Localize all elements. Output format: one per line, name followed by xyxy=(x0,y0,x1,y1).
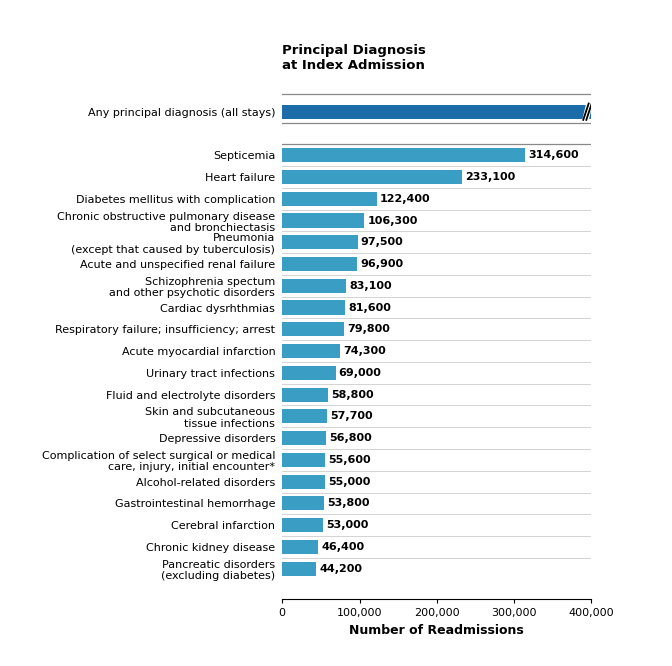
Bar xyxy=(282,496,324,511)
Bar xyxy=(282,213,364,228)
Bar xyxy=(282,475,325,489)
Text: 58,800: 58,800 xyxy=(331,390,374,400)
Text: 233,100: 233,100 xyxy=(466,172,515,182)
Bar xyxy=(282,518,323,532)
X-axis label: Number of Readmissions: Number of Readmissions xyxy=(349,624,524,637)
Text: 122,400: 122,400 xyxy=(380,194,431,204)
Text: 56,800: 56,800 xyxy=(329,433,372,443)
Bar xyxy=(282,453,325,467)
Text: 81,600: 81,600 xyxy=(348,302,391,312)
Text: 44,200: 44,200 xyxy=(319,563,362,573)
Text: 55,600: 55,600 xyxy=(329,455,371,465)
Bar xyxy=(282,192,377,206)
Bar xyxy=(282,366,335,380)
Bar xyxy=(282,235,358,249)
Bar xyxy=(282,388,328,402)
Text: 46,400: 46,400 xyxy=(321,542,364,552)
Bar xyxy=(282,431,326,445)
Bar xyxy=(282,344,339,358)
Bar xyxy=(282,257,357,271)
Text: 69,000: 69,000 xyxy=(339,368,382,378)
Text: Principal Diagnosis
at Index Admission: Principal Diagnosis at Index Admission xyxy=(282,44,426,72)
Text: 97,500: 97,500 xyxy=(361,237,403,247)
Bar xyxy=(282,279,347,293)
Bar xyxy=(282,148,526,163)
Text: 74,300: 74,300 xyxy=(343,346,386,356)
Text: 106,300: 106,300 xyxy=(368,216,418,226)
Text: 83,100: 83,100 xyxy=(349,281,392,291)
Bar xyxy=(282,170,462,184)
Text: 53,000: 53,000 xyxy=(327,520,369,530)
Text: 314,600: 314,600 xyxy=(528,151,579,161)
Bar xyxy=(282,540,318,554)
Text: 96,900: 96,900 xyxy=(360,259,403,269)
Bar xyxy=(282,322,344,336)
Text: 55,000: 55,000 xyxy=(328,477,370,487)
Text: 57,700: 57,700 xyxy=(330,412,372,422)
Bar xyxy=(282,105,672,119)
Bar xyxy=(282,410,327,424)
Text: 53,800: 53,800 xyxy=(327,498,370,508)
Text: 79,800: 79,800 xyxy=(347,324,390,334)
Bar xyxy=(282,561,317,576)
Bar xyxy=(282,300,345,314)
